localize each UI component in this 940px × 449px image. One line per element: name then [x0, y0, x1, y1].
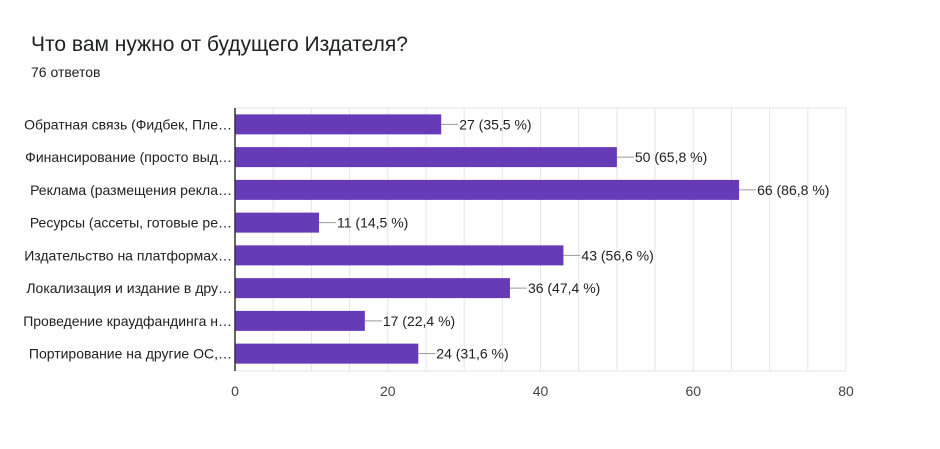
x-tick-label: 80 [838, 383, 854, 399]
category-label: Реклама (размещения рекла… [30, 182, 232, 198]
data-label: 36 (47,4 %) [528, 280, 600, 296]
bars [235, 114, 740, 364]
data-label: 27 (35,5 %) [459, 116, 531, 132]
x-tick-label: 40 [533, 383, 549, 399]
category-label: Обратная связь (Фидбек, Пле… [24, 116, 232, 132]
bar [235, 212, 320, 233]
category-label: Проведение краудфандинга н… [23, 313, 232, 329]
data-labels: 27 (35,5 %) 50 (65,8 %) 66 (86,8 %) 11 (14,… [319, 116, 829, 362]
category-label: Портирование на другие ОС,… [29, 346, 232, 362]
response-count: 76 ответов [31, 64, 101, 80]
chart-title: Что вам нужно от будущего Издателя? [31, 33, 408, 56]
category-label: Финансирование (просто выд… [25, 149, 232, 165]
category-labels: Обратная связь (Фидбек, Пле… Финансирован… [23, 116, 232, 361]
bar [235, 114, 442, 135]
data-label: 17 (22,4 %) [383, 313, 455, 329]
data-label: 43 (56,6 %) [581, 247, 653, 263]
x-tick-labels: 0 20 40 60 80 [231, 383, 854, 399]
category-label: Издательство на платформах… [24, 247, 232, 263]
bar [235, 278, 510, 299]
x-tick-label: 0 [231, 383, 239, 399]
category-label: Локализация и издание в дру… [26, 280, 232, 296]
data-label: 11 (14,5 %) [337, 215, 408, 231]
bar [235, 343, 419, 364]
data-label: 24 (31,6 %) [436, 346, 508, 362]
x-tick-label: 60 [685, 383, 701, 399]
bar [235, 179, 740, 200]
bar [235, 310, 365, 331]
category-label: Ресурсы (ассеты, готовые ре… [30, 215, 232, 231]
data-label: 66 (86,8 %) [757, 182, 829, 198]
x-tick-label: 20 [380, 383, 396, 399]
data-label: 50 (65,8 %) [635, 149, 707, 165]
bar [235, 245, 564, 266]
bar [235, 147, 617, 168]
